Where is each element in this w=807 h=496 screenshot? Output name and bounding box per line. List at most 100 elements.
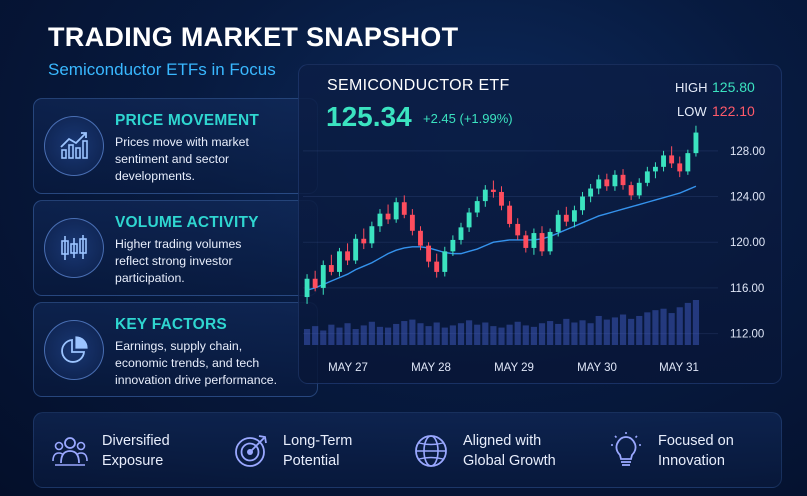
candle	[507, 201, 513, 228]
volume-bar	[676, 307, 683, 345]
lightbulb-icon	[611, 432, 641, 466]
candle-body	[458, 227, 464, 240]
volume-bar	[571, 322, 578, 345]
candle-body	[580, 196, 585, 211]
candle-body	[328, 265, 334, 272]
volume-bar	[644, 312, 651, 345]
volume-bar	[555, 323, 562, 345]
volume-bar	[660, 308, 667, 345]
volume-bar	[563, 318, 570, 345]
volume-bar	[344, 323, 351, 345]
candle	[345, 243, 350, 266]
candle	[409, 209, 415, 236]
feature-line: Long-Term	[283, 433, 353, 449]
candle	[312, 270, 318, 292]
card-price-movement: PRICE MOVEMENT Prices move with market s…	[33, 98, 318, 194]
candle-body	[442, 251, 448, 272]
volume-bar	[530, 326, 537, 345]
globe-icon	[415, 435, 447, 467]
candle-body	[636, 182, 642, 196]
volume-bar	[538, 323, 546, 345]
candle	[328, 254, 334, 276]
candle	[450, 235, 456, 256]
candle	[531, 228, 537, 255]
candle-body	[426, 245, 432, 262]
candle	[653, 162, 658, 179]
candle-body	[409, 214, 415, 231]
feature-line: Global Growth	[463, 453, 556, 469]
volume-bar	[303, 329, 311, 345]
feature-diversified: Diversified Exposure	[50, 413, 170, 489]
volume-bar	[457, 323, 465, 345]
candle	[571, 205, 577, 228]
candle	[604, 173, 610, 191]
candle	[563, 206, 569, 227]
feature-text: Diversified Exposure	[102, 431, 170, 471]
candle	[669, 146, 675, 168]
people-icon	[52, 437, 88, 466]
candle-body	[490, 189, 496, 192]
candle	[337, 247, 342, 277]
candle	[612, 170, 618, 191]
y-tick-label: 124.00	[730, 192, 765, 204]
candle-body	[466, 212, 472, 228]
candle	[458, 222, 464, 245]
candle-body	[434, 261, 440, 272]
volume-bar	[368, 321, 375, 345]
candle	[661, 150, 666, 172]
candle-body	[669, 155, 675, 164]
candle	[685, 149, 691, 175]
candle-body	[571, 210, 577, 222]
feature-line: Potential	[283, 453, 340, 469]
card-text: Prices move with market sentiment and se…	[115, 134, 315, 185]
candle-body	[320, 265, 326, 288]
candle	[539, 226, 545, 256]
candle-body	[474, 201, 480, 213]
candle	[644, 166, 650, 187]
low-value: 122.10	[712, 103, 755, 119]
candle-body	[620, 174, 626, 186]
volume-bar	[587, 323, 594, 345]
volume-bar	[636, 315, 643, 345]
candle-body	[393, 202, 399, 220]
volume-bar	[352, 329, 359, 345]
candle	[320, 260, 326, 295]
candle	[401, 195, 407, 219]
candle	[353, 234, 359, 264]
candle-body	[588, 188, 594, 197]
volume-bar	[595, 315, 602, 345]
volume-bar	[603, 319, 610, 345]
volume-bar	[628, 318, 635, 345]
page-subtitle: Semiconductor ETFs in Focus	[48, 60, 276, 79]
candle-body	[539, 233, 545, 252]
candle	[596, 174, 602, 195]
card-text-line: Prices move with market	[115, 135, 249, 149]
candle-body	[377, 213, 383, 227]
feature-line: Diversified	[102, 433, 170, 449]
candle	[361, 228, 367, 250]
volume-bar	[684, 302, 691, 345]
candle	[636, 178, 642, 199]
candle-body	[555, 214, 561, 232]
volume-bar	[547, 321, 554, 345]
volume-bar	[384, 327, 392, 345]
volume-bar	[409, 319, 416, 345]
candle	[418, 226, 423, 251]
high-label: HIGH	[675, 80, 708, 95]
candlestick-icon	[44, 218, 104, 278]
feature-line: Innovation	[658, 453, 725, 469]
candle-body	[499, 191, 504, 206]
volume-bar	[466, 320, 473, 345]
volume-bar	[498, 327, 505, 345]
candle-body	[345, 251, 350, 261]
feature-line: Focused on	[658, 433, 734, 449]
y-tick-label: 128.00	[730, 146, 765, 158]
feature-text: Long-Term Potential	[283, 431, 352, 471]
volume-bar	[692, 300, 700, 345]
volume-bar	[619, 314, 627, 345]
volume-bar	[441, 327, 448, 345]
candle-body	[644, 171, 650, 183]
volume-bar	[393, 323, 400, 345]
candle-body	[661, 155, 666, 167]
card-text-line: Higher trading volumes	[115, 237, 242, 251]
